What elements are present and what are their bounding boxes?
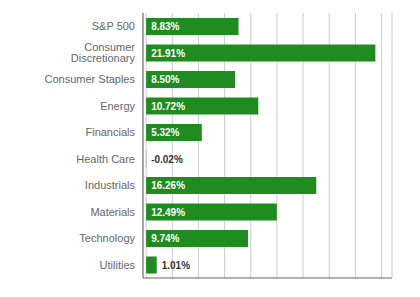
svg-text:10.72%: 10.72%	[151, 101, 185, 112]
svg-text:Utilities: Utilities	[100, 259, 136, 271]
svg-text:-0.02%: -0.02%	[151, 154, 183, 165]
svg-text:Technology: Technology	[79, 232, 135, 244]
svg-text:12.49%: 12.49%	[151, 207, 185, 218]
svg-text:16.26%: 16.26%	[151, 180, 185, 191]
svg-text:Health Care: Health Care	[76, 153, 135, 165]
svg-text:Consumer Staples: Consumer Staples	[45, 73, 136, 85]
svg-text:Financials: Financials	[85, 126, 135, 138]
svg-text:8.50%: 8.50%	[151, 74, 179, 85]
svg-text:8.83%: 8.83%	[151, 21, 179, 32]
svg-text:S&P 500: S&P 500	[92, 20, 135, 32]
svg-text:5.32%: 5.32%	[151, 127, 179, 138]
svg-text:21.91%: 21.91%	[151, 48, 185, 59]
svg-text:9.74%: 9.74%	[151, 233, 179, 244]
svg-text:Industrials: Industrials	[85, 179, 136, 191]
svg-text:Energy: Energy	[100, 100, 135, 112]
svg-text:1.01%: 1.01%	[162, 260, 190, 271]
svg-text:ConsumerDiscretionary: ConsumerDiscretionary	[71, 41, 136, 64]
svg-text:Materials: Materials	[90, 206, 135, 218]
